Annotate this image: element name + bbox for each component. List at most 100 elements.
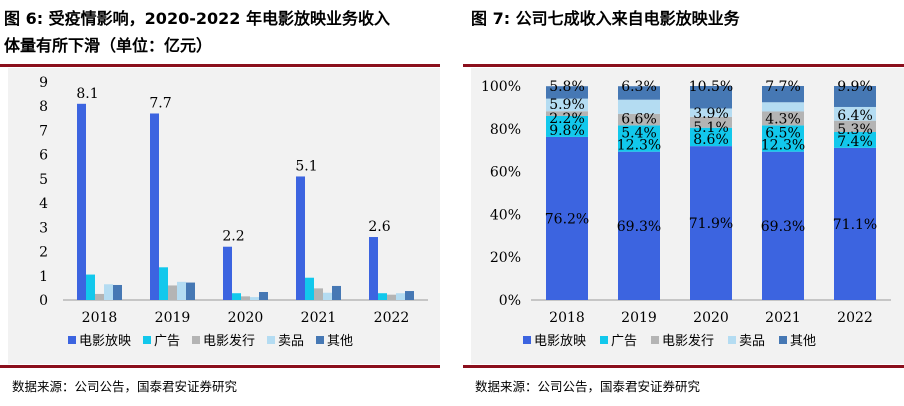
bar-卖品-2020 xyxy=(690,108,732,117)
legend-label-电影放映: 电影放映 xyxy=(79,334,131,349)
data-label-广告-2022: 7.4% xyxy=(837,134,873,150)
data-label-卖品-2020: 3.9% xyxy=(693,106,729,122)
legend-swatch-其他 xyxy=(779,336,787,344)
legend-label-电影发行: 电影发行 xyxy=(203,333,255,349)
legend-swatch-电影放映 xyxy=(523,336,531,344)
bar-广告-2021 xyxy=(305,277,314,300)
data-label-电影发行-2022: 5.3% xyxy=(837,122,873,138)
bar-卖品-2020 xyxy=(250,297,259,300)
data-label-广告-2019: 12.3% xyxy=(617,138,661,154)
data-label-电影发行-2021: 6.5% xyxy=(765,126,801,142)
data-label-电影放映-2020: 2.2 xyxy=(222,229,244,245)
legend-label-其他: 其他 xyxy=(327,334,353,349)
x-tick-label-2021: 2021 xyxy=(765,310,801,326)
y-tick-label-7: 7 xyxy=(39,123,48,139)
legend-swatch-卖品 xyxy=(728,336,736,344)
y-tick-label-4: 4 xyxy=(39,196,48,212)
bar-其他-2020 xyxy=(690,86,732,109)
data-label-电影放映-2019: 7.7 xyxy=(149,95,171,111)
y-tick-label-40-: 40% xyxy=(490,207,521,223)
data-label-电影发行-2018: 2.2% xyxy=(549,111,585,127)
right-chart-background xyxy=(471,68,904,364)
data-label-其他-2018: 5.8% xyxy=(549,79,585,95)
legend-swatch-电影发行 xyxy=(651,336,659,344)
data-label-电影放映-2021: 5.1 xyxy=(295,158,317,174)
bar-广告-2019 xyxy=(618,125,660,152)
bar-广告-2018 xyxy=(86,274,95,300)
bar-其他-2018 xyxy=(546,86,588,99)
right-chart-title: 图 7: 公司七成收入来自电影放映业务 xyxy=(471,5,740,32)
data-label-电影放映-2022: 2.6 xyxy=(368,219,390,235)
data-label-其他-2022: 9.9% xyxy=(837,79,873,95)
y-tick-label-20-: 20% xyxy=(490,250,521,266)
bar-电影发行-2022 xyxy=(387,294,396,300)
right-title-line: 图 7: 公司七成收入来自电影放映业务 xyxy=(471,9,740,28)
y-tick-label-9: 9 xyxy=(39,75,48,91)
bar-其他-2021 xyxy=(332,285,341,300)
legend-label-电影发行: 电影发行 xyxy=(662,333,714,349)
y-tick-label-3: 3 xyxy=(39,220,48,236)
bar-广告-2020 xyxy=(232,293,241,300)
y-tick-label-100-: 100% xyxy=(481,79,521,95)
bar-电影放映-2019 xyxy=(618,151,660,300)
left-chart-panel: 图 6: 受疫情影响，2020-2022 年电影放映业务收入 体量有所下滑（单位… xyxy=(0,0,440,406)
x-tick-label-2021: 2021 xyxy=(301,310,337,326)
legend-swatch-电影发行 xyxy=(192,336,200,344)
legend-label-卖品: 卖品 xyxy=(278,334,304,349)
data-label-广告-2020: 8.6% xyxy=(693,132,729,148)
data-label-卖品-2018: 5.9% xyxy=(549,97,585,113)
bar-电影放映-2022 xyxy=(369,237,378,300)
y-tick-label-0-: 0% xyxy=(499,293,521,309)
bar-电影放映-2022 xyxy=(834,147,876,300)
x-tick-label-2022: 2022 xyxy=(374,310,410,326)
bar-电影放映-2018 xyxy=(546,136,588,300)
x-tick-label-2019: 2019 xyxy=(621,310,657,326)
x-tick-label-2020: 2020 xyxy=(693,310,729,326)
legend-label-电影放映: 电影放映 xyxy=(534,334,586,349)
y-tick-label-6: 6 xyxy=(39,148,48,164)
bar-电影发行-2019 xyxy=(618,113,660,126)
left-chart-title: 图 6: 受疫情影响，2020-2022 年电影放映业务收入 体量有所下滑（单位… xyxy=(4,5,390,59)
y-tick-label-8: 8 xyxy=(39,99,48,115)
y-tick-label-60-: 60% xyxy=(490,165,521,181)
legend-swatch-其他 xyxy=(316,336,324,344)
bar-卖品-2018 xyxy=(104,284,113,300)
data-label-电影发行-2019: 5.4% xyxy=(621,126,657,142)
legend-swatch-卖品 xyxy=(267,336,275,344)
right-title-rule xyxy=(463,64,904,67)
bar-广告-2018 xyxy=(546,115,588,137)
bar-其他-2022 xyxy=(834,86,876,107)
left-title-line-1: 图 6: 受疫情影响，2020-2022 年电影放映业务收入 xyxy=(4,9,390,28)
bar-电影发行-2018 xyxy=(95,293,104,300)
right-stacked-bar-chart: 0% 20% 40% 60% 80% 100% 76.2% 9.8%2.2%5.9% 5.8% 2… xyxy=(481,79,891,349)
bar-电影发行-2020 xyxy=(690,116,732,128)
bar-广告-2020 xyxy=(690,127,732,147)
x-tick-label-2018: 2018 xyxy=(82,310,118,326)
left-title-rule xyxy=(0,64,440,67)
y-tick-label-2: 2 xyxy=(39,245,48,261)
right-chart-panel: 图 7: 公司七成收入来自电影放映业务 0% 20% 40% 60% 80% 100% 76… xyxy=(463,0,904,406)
left-bar-chart: 0 1 2 3 4 5 6 7 8 9 8.1 2018 7.7 2019 2.2 2020 5.1 2021 2.… xyxy=(39,75,428,349)
bar-其他-2019 xyxy=(186,282,195,300)
data-label-电影放映-2022: 71.1% xyxy=(833,217,877,233)
bar-电影放映-2020 xyxy=(690,146,732,300)
left-source-note: 数据来源：公司公告，国泰君安证券研究 xyxy=(12,379,238,394)
bar-广告-2019 xyxy=(159,267,168,300)
bar-电影放映-2021 xyxy=(762,151,804,300)
bar-广告-2022 xyxy=(378,293,387,300)
right-source-note: 数据来源：公司公告，国泰君安证券研究 xyxy=(475,379,701,394)
bar-卖品-2018 xyxy=(546,98,588,112)
y-tick-label-1: 1 xyxy=(39,269,48,285)
x-tick-label-2019: 2019 xyxy=(155,310,191,326)
x-tick-label-2018: 2018 xyxy=(549,310,585,326)
bar-电影放映-2020 xyxy=(223,246,232,300)
y-tick-label-0: 0 xyxy=(39,293,48,309)
legend-label-其他: 其他 xyxy=(790,334,816,349)
right-source-rule xyxy=(463,365,904,368)
bar-其他-2021 xyxy=(762,86,804,103)
left-legend: 电影放映 广告 电影发行 卖品 其他 xyxy=(68,333,353,349)
data-label-其他-2019: 6.3% xyxy=(621,79,657,95)
bar-电影发行-2021 xyxy=(314,288,323,300)
bar-卖品-2021 xyxy=(323,292,332,300)
right-legend: 电影放映 广告 电影发行 卖品 其他 xyxy=(523,333,816,349)
